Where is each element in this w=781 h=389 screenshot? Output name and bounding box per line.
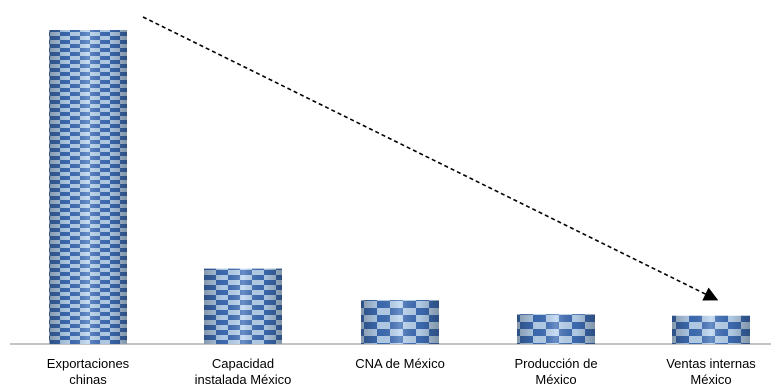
bar-shading-1 bbox=[204, 268, 282, 344]
category-label-line: instalada México bbox=[195, 372, 292, 387]
category-label-line: chinas bbox=[69, 372, 107, 387]
category-label-line: Capacidad bbox=[212, 356, 274, 371]
category-label-1: Capacidad instalada México bbox=[195, 356, 292, 387]
category-label-line: México bbox=[535, 372, 576, 387]
category-labels-group: Exportaciones chinas Capacidad instalada Mé… bbox=[47, 356, 756, 387]
bar-shading-3 bbox=[517, 314, 595, 344]
bar-shading-2 bbox=[361, 300, 439, 344]
category-label-3: Producción de México bbox=[514, 356, 597, 387]
category-label-line: Exportaciones bbox=[47, 356, 130, 371]
category-label-0: Exportaciones chinas bbox=[47, 356, 130, 387]
category-label-4: Ventas internas México bbox=[666, 356, 756, 387]
bar-shading-0 bbox=[49, 30, 127, 344]
category-label-line: México bbox=[690, 372, 731, 387]
category-label-line: Ventas internas bbox=[666, 356, 756, 371]
bar-shading-4 bbox=[672, 315, 750, 344]
category-label-2: CNA de México bbox=[355, 356, 445, 371]
category-label-line: CNA de México bbox=[355, 356, 445, 371]
bars-group bbox=[49, 30, 750, 344]
trend-arrow bbox=[142, 16, 719, 301]
category-label-line: Producción de bbox=[514, 356, 597, 371]
